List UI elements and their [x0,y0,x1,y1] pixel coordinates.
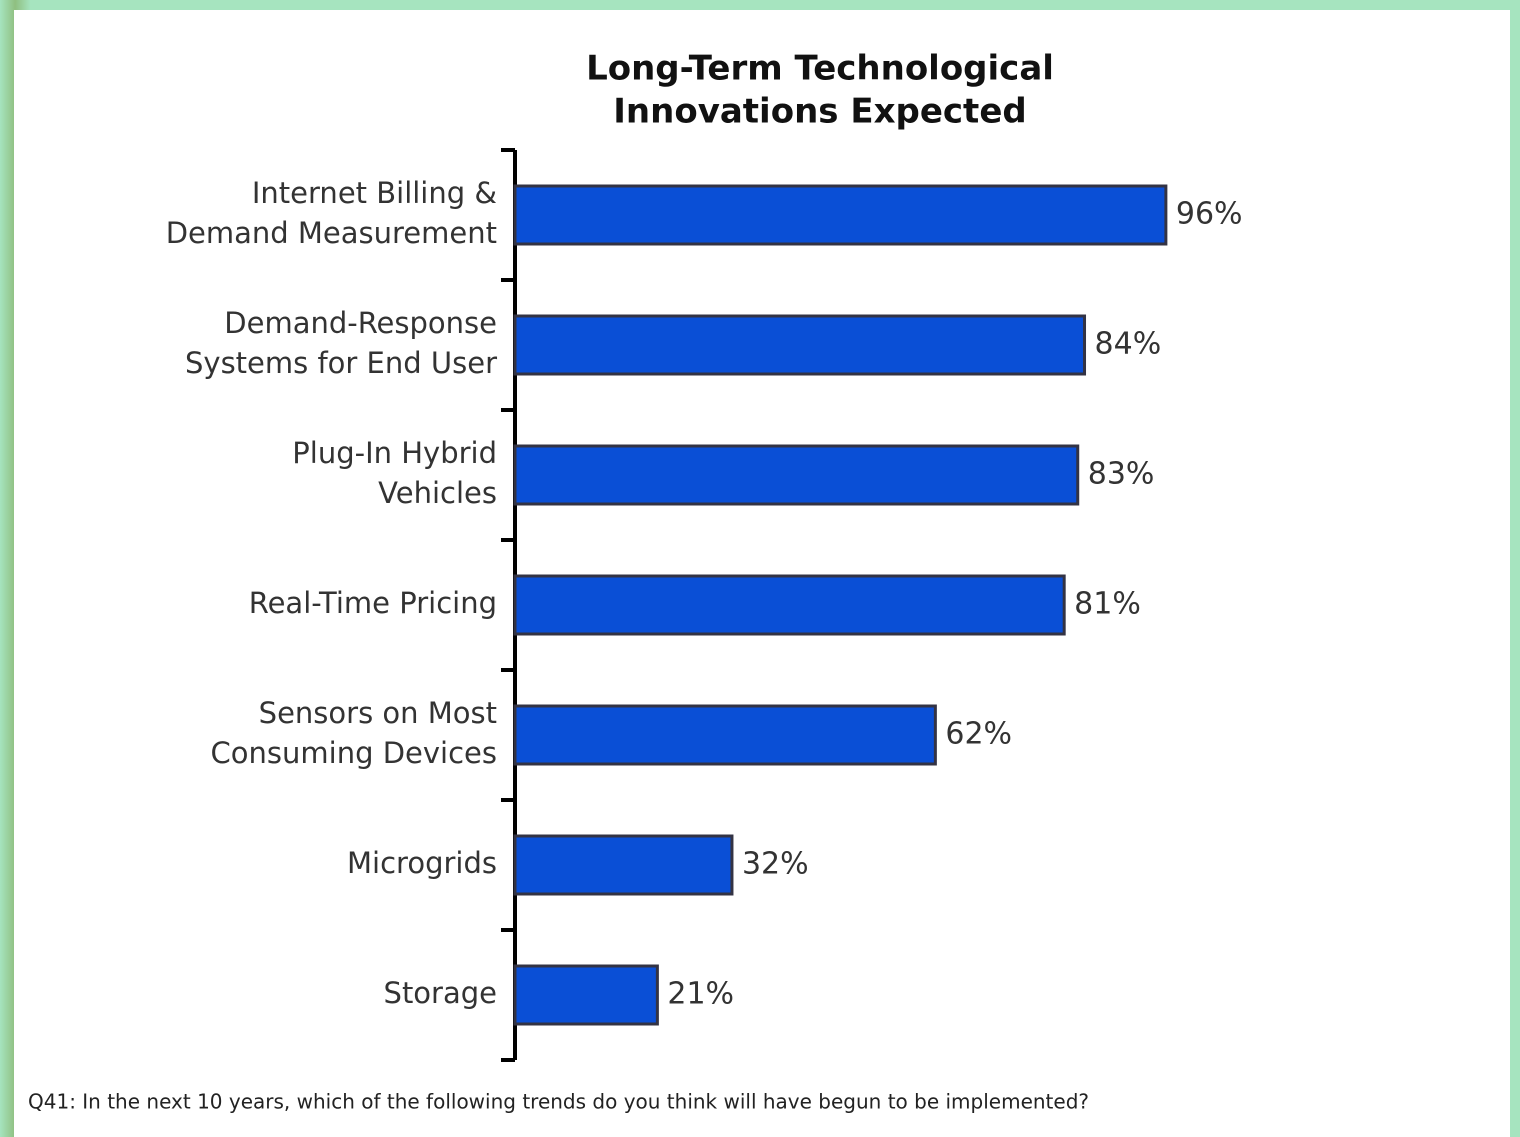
bar [513,184,1168,246]
y-tick-label: Storage [384,976,497,1010]
value-label: 32% [742,847,809,882]
chart-title: Long-Term Technological Innovations Expec… [586,48,1054,131]
panel [14,10,1510,1137]
y-tick-label: Internet Billing & Demand Measurement [166,176,497,250]
bar [513,704,937,766]
bar [513,444,1080,506]
y-tick-label: Real-Time Pricing [249,586,497,620]
y-tick-label: Microgrids [347,846,497,880]
value-label: 84% [1095,327,1162,362]
value-label: 96% [1176,197,1243,232]
value-label: 83% [1088,457,1155,492]
bar [513,574,1066,636]
y-tick-label: Demand-Response Systems for End User [185,306,497,380]
bar [513,314,1087,376]
value-label: 81% [1074,587,1141,622]
value-label: 62% [945,717,1012,752]
value-label: 21% [667,977,734,1012]
bar [513,964,659,1026]
bar [513,834,734,896]
note: Q41: In the next 10 years, which of the … [28,1090,1089,1114]
y-tick-label: Sensors on Most Consuming Devices [211,696,497,770]
y-tick-label: Plug-In Hybrid Vehicles [292,436,497,510]
